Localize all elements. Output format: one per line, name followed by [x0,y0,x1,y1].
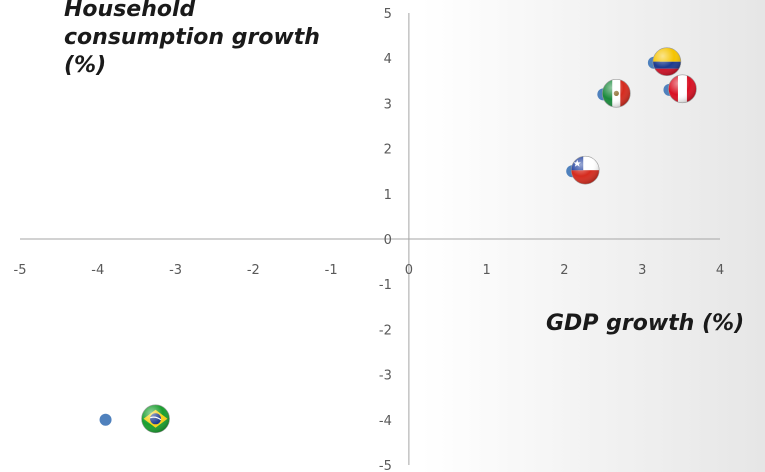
y-axis-label-line-1: Household [64,0,196,22]
x-tick-label: -4 [91,263,104,278]
data-point [99,413,112,426]
x-tick-label: -2 [247,263,260,278]
x-tick-label: -5 [14,263,27,278]
y-tick-labels: 5 4 3 2 1 0 -1 -2 -3 -4 -5 [379,7,392,472]
y-tick-label: 2 [384,143,392,158]
x-tick-label: 0 [405,263,413,278]
brazil-flag-icon [141,404,170,434]
y-tick-label: 1 [384,188,392,203]
y-tick-label: -1 [379,278,392,293]
y-tick-label: -4 [379,414,392,429]
y-tick-label: -2 [379,323,392,338]
peru-flag-icon [668,74,697,104]
y-tick-label: 0 [384,233,392,248]
x-tick-label: -1 [325,263,338,278]
x-tick-label: 4 [716,263,724,278]
x-tick-label: 1 [483,263,491,278]
y-tick-label: 4 [384,52,392,67]
y-axis-label-line-2: consumption growth [64,25,320,50]
chile-flag-icon [570,155,600,185]
y-tick-label: -5 [379,459,392,472]
x-axis-label: GDP growth (%) [546,311,744,336]
y-tick-label: -3 [379,369,392,384]
x-tick-label: 2 [560,263,568,278]
country-flags [141,47,697,434]
colombia-flag-icon [652,47,682,77]
mexico-flag-icon [602,79,631,108]
y-tick-label: 3 [384,97,392,112]
axes [20,13,720,465]
x-tick-label: 3 [638,263,646,278]
y-axis-label: Household consumption growth (%) [64,0,328,78]
x-tick-labels: -5 -4 -3 -2 -1 0 1 2 3 4 [14,263,725,278]
x-tick-label: -3 [169,263,182,278]
y-tick-label: 5 [384,7,392,22]
y-axis-label-line-3: (%) [64,53,106,78]
